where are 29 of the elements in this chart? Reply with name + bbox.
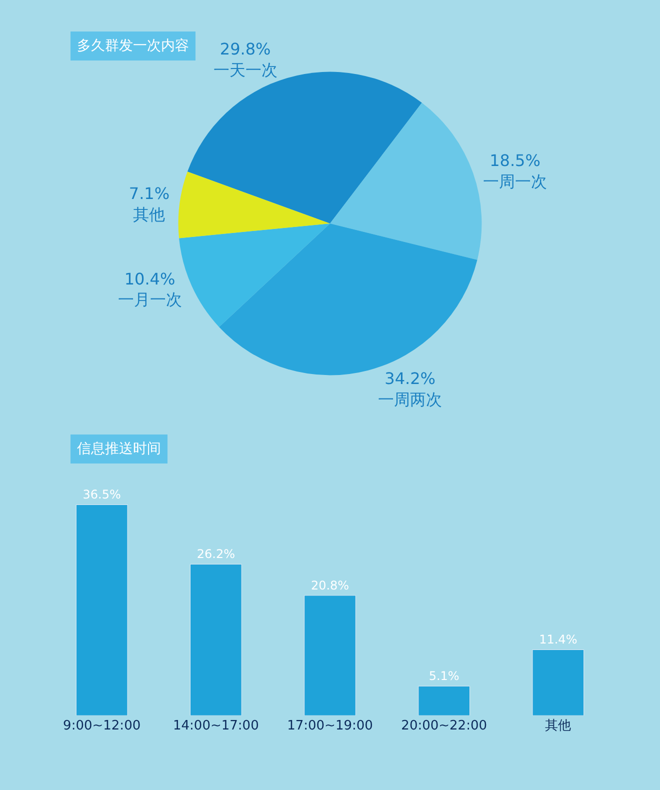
data-label: 11.4% [539, 632, 578, 647]
pie-slice [178, 172, 330, 238]
data-label: 20.8% [310, 578, 350, 592]
x-tick-label: 14:00~17:00 [173, 718, 259, 734]
data-label: 26.2% [196, 547, 235, 562]
slice-label: 一周一次 [483, 172, 548, 191]
data-label: 18.5% [490, 150, 540, 170]
x-tick-label: 20:00~22:00 [401, 718, 487, 734]
slice-label: 一天一次 [213, 60, 278, 80]
data-label: 34.2% [384, 369, 436, 388]
x-tick-label: 17:00~19:00 [287, 718, 373, 734]
x-tick-label: 其他 [545, 718, 572, 734]
data-label: 29.8% [220, 40, 271, 59]
bar [76, 504, 128, 716]
data-label: 7.1% [128, 184, 170, 204]
chart-title: 信息推送时间 [77, 441, 161, 457]
slice-label: 其他 [133, 205, 166, 224]
bar [304, 595, 356, 716]
slice-label: 一周两次 [378, 390, 442, 409]
data-label: 10.4% [124, 269, 176, 288]
bar [190, 564, 242, 716]
x-tick-label: 9:00~12:00 [63, 718, 141, 734]
bar [532, 649, 584, 716]
pie-slice [330, 102, 482, 260]
data-label: 5.1% [428, 669, 460, 684]
bar [418, 686, 470, 716]
data-label: 36.5% [82, 488, 121, 502]
chart-title: 多久群发一次内容 [77, 38, 189, 54]
slice-label: 一月一次 [118, 290, 182, 310]
